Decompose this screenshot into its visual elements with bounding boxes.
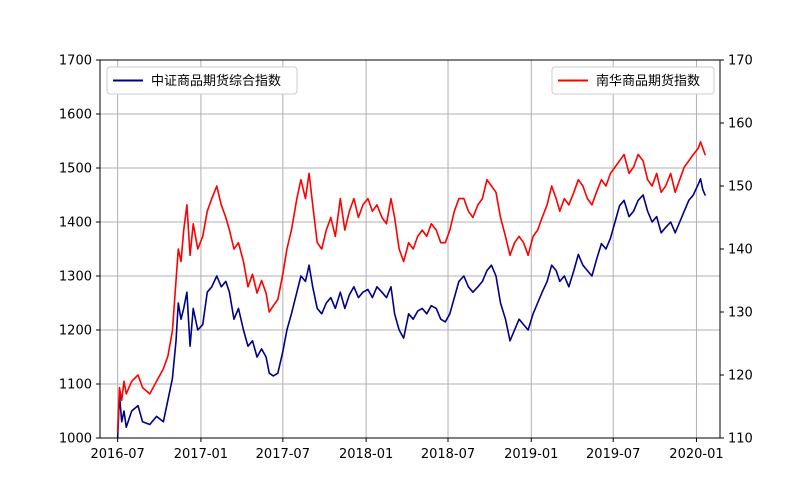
series-lines — [116, 141, 706, 439]
x-tick-label-0: 2016-07 — [90, 447, 144, 462]
legend-right: 南华商品期货指数 — [551, 66, 715, 95]
x-tick-label-3: 2018-01 — [339, 447, 393, 462]
y-right-tick-label-3: 140 — [728, 243, 753, 258]
y-right-tick-label-4: 150 — [728, 180, 753, 195]
y-right-tick-label-0: 110 — [728, 432, 753, 447]
legend-left-label: 中证商品期货综合指数 — [151, 73, 281, 89]
legend-left-box — [106, 66, 298, 95]
x-tick-label-6: 2019-07 — [586, 447, 640, 462]
y-left-tick-label-3: 1300 — [59, 270, 92, 285]
y-right-tick-label-1: 120 — [728, 369, 753, 384]
y-right-tick-label-5: 160 — [728, 117, 753, 132]
y-right-tick-label-2: 130 — [728, 306, 753, 321]
y-right-tick-label-6: 170 — [728, 54, 753, 69]
plot-background — [100, 60, 720, 438]
legend-right-label: 南华商品期货指数 — [596, 73, 700, 89]
y-left-tick-label-6: 1600 — [59, 108, 92, 123]
y-left-tick-label-5: 1500 — [59, 162, 92, 177]
x-tick-label-7: 2020-01 — [669, 447, 723, 462]
legend-left: 中证商品期货综合指数 — [106, 66, 298, 95]
x-tick-label-2: 2017-07 — [256, 447, 310, 462]
y-left-tick-label-7: 1700 — [59, 54, 92, 69]
series-line-nanhua-index — [116, 141, 706, 433]
grid-lines — [100, 59, 720, 439]
x-tick-label-4: 2018-07 — [421, 447, 475, 462]
x-tick-label-5: 2019-01 — [504, 447, 558, 462]
y-left-tick-label-2: 1200 — [59, 324, 92, 339]
y-left-tick-label-4: 1400 — [59, 216, 92, 231]
y-left-tick-label-1: 1100 — [59, 378, 92, 393]
x-tick-label-1: 2017-01 — [174, 447, 228, 462]
axes: 2016-07 2017-01 2017-07 2018-01 2018-07 2019-… — [59, 54, 753, 463]
y-left-tick-label-0: 1000 — [59, 432, 92, 447]
series-line-csi-commodity-index — [116, 178, 706, 439]
legend-right-box — [551, 66, 715, 95]
